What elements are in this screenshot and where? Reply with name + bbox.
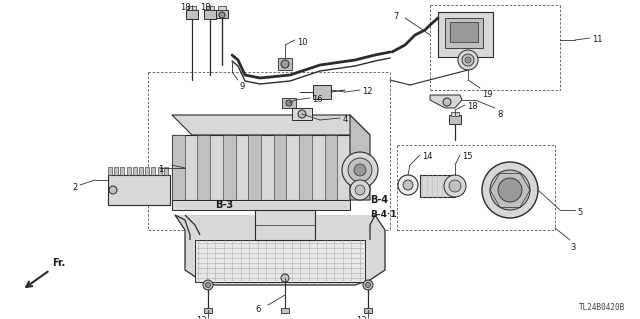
Bar (127, 167, 131, 175)
Bar (114, 167, 118, 175)
Circle shape (482, 162, 538, 218)
Bar (299, 135, 312, 200)
Text: 6: 6 (255, 305, 260, 314)
Text: 16: 16 (312, 95, 323, 104)
Text: 15: 15 (462, 152, 472, 161)
Bar (449, 115, 461, 124)
Bar (274, 135, 287, 200)
Bar (195, 240, 365, 282)
Bar (108, 167, 112, 175)
Text: 11: 11 (592, 35, 602, 44)
Bar (172, 200, 350, 210)
Bar (420, 175, 455, 197)
Bar (108, 175, 170, 205)
Bar (364, 308, 372, 313)
Text: B-4·1: B-4·1 (370, 210, 397, 219)
Circle shape (348, 158, 372, 182)
Circle shape (281, 274, 289, 282)
Circle shape (281, 60, 289, 68)
Bar (445, 18, 483, 48)
Bar (145, 167, 149, 175)
Bar (324, 135, 337, 200)
Circle shape (109, 186, 117, 194)
Bar (206, 6, 214, 10)
Circle shape (365, 283, 371, 287)
Bar (278, 58, 292, 70)
Bar (157, 167, 161, 175)
Text: 18: 18 (180, 3, 191, 12)
Circle shape (458, 50, 478, 70)
Bar (172, 135, 350, 200)
Bar (152, 167, 156, 175)
Text: 7: 7 (393, 12, 398, 21)
Circle shape (363, 280, 373, 290)
Bar (450, 22, 478, 42)
Bar (282, 98, 296, 108)
Text: Fr.: Fr. (52, 258, 65, 268)
Bar (255, 210, 315, 240)
Bar (133, 167, 137, 175)
Text: 8: 8 (497, 110, 502, 119)
Circle shape (498, 178, 522, 202)
Bar (204, 308, 212, 313)
Bar (216, 10, 228, 18)
Circle shape (449, 180, 461, 192)
Text: 5: 5 (577, 208, 582, 217)
Text: 18: 18 (200, 3, 211, 12)
Bar (204, 10, 216, 19)
Polygon shape (175, 215, 385, 285)
Bar (197, 135, 210, 200)
Text: 2: 2 (72, 183, 77, 192)
Text: B-3: B-3 (215, 200, 233, 210)
Bar (188, 6, 196, 10)
Circle shape (342, 152, 378, 188)
Bar (451, 112, 459, 116)
Text: 10: 10 (297, 38, 307, 47)
Text: 19: 19 (482, 90, 493, 99)
Circle shape (350, 180, 370, 200)
Polygon shape (172, 115, 370, 135)
Text: 3: 3 (570, 243, 575, 252)
Circle shape (398, 175, 418, 195)
Circle shape (203, 280, 213, 290)
Bar (120, 167, 124, 175)
Text: TL24B0420B: TL24B0420B (579, 303, 625, 312)
Bar (292, 108, 312, 120)
Polygon shape (350, 115, 370, 200)
Bar (281, 308, 289, 313)
Circle shape (219, 12, 225, 18)
Bar (218, 6, 226, 10)
Circle shape (298, 110, 306, 118)
Text: 14: 14 (422, 152, 433, 161)
Text: 13: 13 (196, 316, 207, 319)
Circle shape (354, 164, 366, 176)
Circle shape (444, 175, 466, 197)
Bar (172, 135, 185, 200)
Text: 9: 9 (240, 82, 245, 91)
Text: 18: 18 (467, 102, 477, 111)
Circle shape (443, 98, 451, 106)
Circle shape (286, 100, 292, 106)
Text: 12: 12 (362, 87, 372, 96)
Circle shape (462, 54, 474, 66)
Bar (248, 135, 261, 200)
Circle shape (403, 180, 413, 190)
Circle shape (205, 283, 211, 287)
Text: B-4: B-4 (370, 195, 388, 205)
Circle shape (490, 170, 530, 210)
Polygon shape (430, 95, 462, 108)
Bar (164, 167, 168, 175)
Bar (186, 10, 198, 19)
Text: 1: 1 (158, 165, 163, 174)
Text: 4: 4 (343, 115, 348, 124)
Bar (313, 85, 331, 99)
Circle shape (465, 57, 471, 63)
Bar (438, 12, 493, 57)
Circle shape (355, 185, 365, 195)
Bar (223, 135, 236, 200)
Text: 13: 13 (356, 316, 367, 319)
Bar (139, 167, 143, 175)
